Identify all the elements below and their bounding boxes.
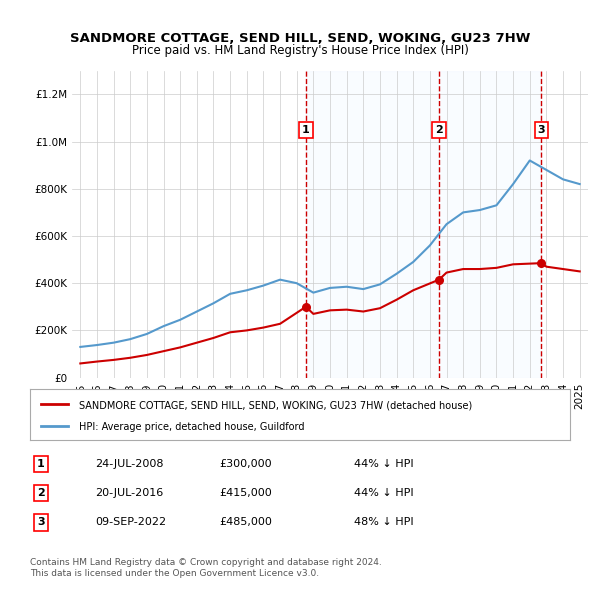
- Text: 24-JUL-2008: 24-JUL-2008: [95, 459, 163, 469]
- Text: 2: 2: [435, 125, 443, 135]
- Text: Contains HM Land Registry data © Crown copyright and database right 2024.: Contains HM Land Registry data © Crown c…: [30, 558, 382, 566]
- Text: 48% ↓ HPI: 48% ↓ HPI: [354, 517, 413, 527]
- Point: [536, 258, 546, 268]
- Text: 3: 3: [37, 517, 44, 527]
- Point: [434, 275, 444, 284]
- Bar: [306, 71, 541, 378]
- Text: HPI: Average price, detached house, Guildford: HPI: Average price, detached house, Guil…: [79, 421, 304, 431]
- Text: 09-SEP-2022: 09-SEP-2022: [95, 517, 166, 527]
- Point: [301, 302, 311, 312]
- Text: 1: 1: [37, 459, 44, 469]
- Text: This data is licensed under the Open Government Licence v3.0.: This data is licensed under the Open Gov…: [30, 569, 319, 578]
- Text: £300,000: £300,000: [219, 459, 272, 469]
- Text: £485,000: £485,000: [219, 517, 272, 527]
- Text: SANDMORE COTTAGE, SEND HILL, SEND, WOKING, GU23 7HW: SANDMORE COTTAGE, SEND HILL, SEND, WOKIN…: [70, 32, 530, 45]
- Text: 3: 3: [538, 125, 545, 135]
- Text: Price paid vs. HM Land Registry's House Price Index (HPI): Price paid vs. HM Land Registry's House …: [131, 44, 469, 57]
- Text: 44% ↓ HPI: 44% ↓ HPI: [354, 488, 413, 498]
- Text: 1: 1: [302, 125, 310, 135]
- Text: £415,000: £415,000: [219, 488, 272, 498]
- Text: 20-JUL-2016: 20-JUL-2016: [95, 488, 163, 498]
- Text: SANDMORE COTTAGE, SEND HILL, SEND, WOKING, GU23 7HW (detached house): SANDMORE COTTAGE, SEND HILL, SEND, WOKIN…: [79, 401, 472, 411]
- Text: 2: 2: [37, 488, 44, 498]
- Text: 44% ↓ HPI: 44% ↓ HPI: [354, 459, 413, 469]
